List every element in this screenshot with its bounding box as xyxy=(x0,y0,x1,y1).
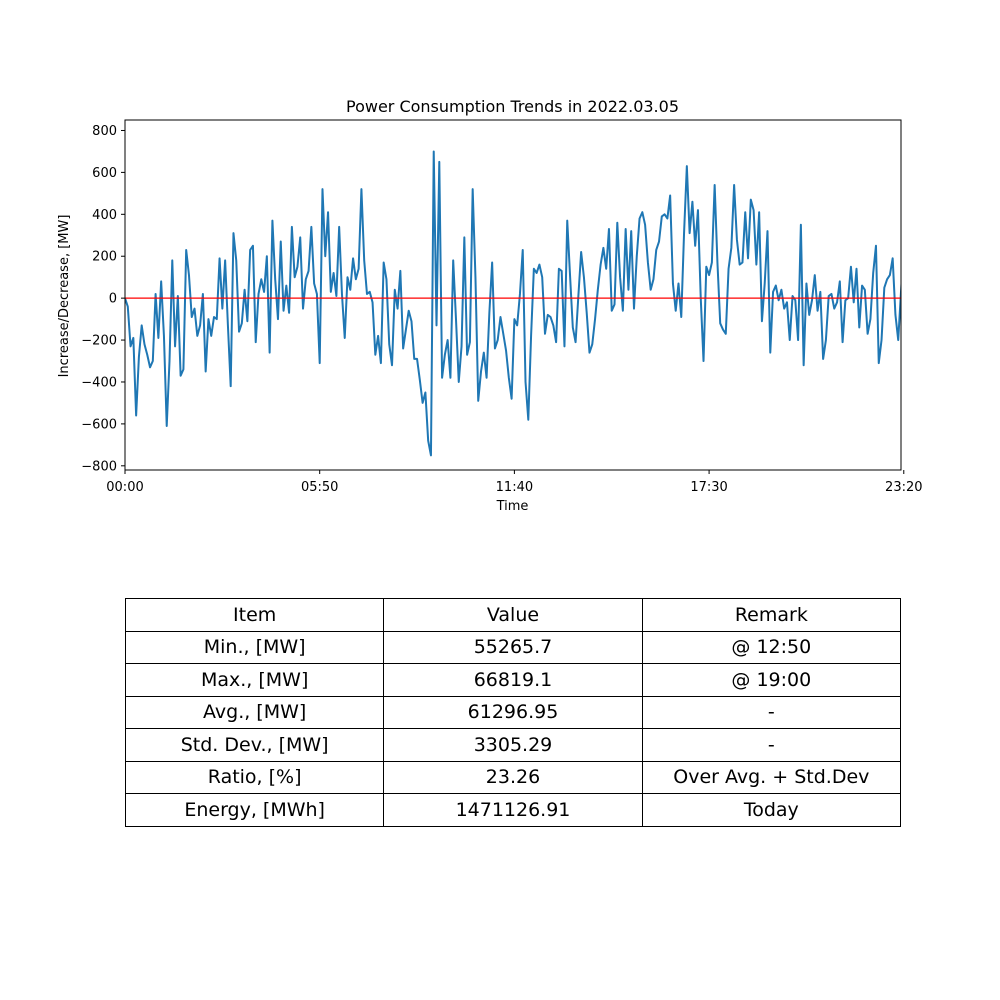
axis-layer: −800 −600 −400 −200 0 200 400 600 800 00:00 05:50 1… xyxy=(81,119,923,495)
x-axis-label: Time xyxy=(496,499,529,514)
cell-item: Std. Dev., [MW] xyxy=(124,728,385,762)
cell-item: Energy, [MWh] xyxy=(124,793,385,827)
cell-item: Ratio, [%] xyxy=(124,760,385,794)
header-remark: Remark xyxy=(641,598,902,632)
cell-value: 55265.7 xyxy=(383,630,643,664)
cell-remark: Today xyxy=(641,793,902,827)
y-axis-label: Increase/Decrease, [MW] xyxy=(57,215,72,378)
x-tick-label: 00:00 xyxy=(106,480,143,495)
chart-title: Power Consumption Trends in 2022.03.05 xyxy=(346,97,679,116)
y-tick-label: −400 xyxy=(81,375,117,390)
y-tick-label: 200 xyxy=(92,250,117,265)
cell-value: 61296.95 xyxy=(383,695,643,729)
cell-value: 3305.29 xyxy=(383,728,643,762)
cell-remark: Over Avg. + Std.Dev xyxy=(641,760,902,794)
header-value: Value xyxy=(383,598,643,632)
y-tick-label: 600 xyxy=(92,166,117,181)
cell-remark: @ 19:00 xyxy=(641,663,902,697)
y-tick-label: −800 xyxy=(81,459,117,474)
cell-item: Min., [MW] xyxy=(124,630,385,664)
table-header-row: Item Value Remark xyxy=(124,598,902,632)
y-tick-label: 400 xyxy=(92,208,117,223)
y-tick-label: 800 xyxy=(92,124,117,139)
table-row-ratio: Ratio, [%] 23.26 Over Avg. + Std.Dev xyxy=(124,760,902,794)
y-tick-label: −200 xyxy=(81,334,117,349)
header-item: Item xyxy=(124,598,385,632)
y-tick-label: 0 xyxy=(109,292,117,307)
cell-item: Max., [MW] xyxy=(124,663,385,697)
table-row-max: Max., [MW] 66819.1 @ 19:00 xyxy=(124,663,902,697)
x-tick-label: 17:30 xyxy=(690,480,727,495)
series-line xyxy=(125,150,901,457)
y-tick-label: −600 xyxy=(81,417,117,432)
cell-value: 66819.1 xyxy=(383,663,643,697)
power-consumption-chart: Power Consumption Trends in 2022.03.05 −… xyxy=(57,97,923,514)
table-row-min: Min., [MW] 55265.7 @ 12:50 xyxy=(124,630,902,664)
x-tick-label: 11:40 xyxy=(496,480,533,495)
table-row-avg: Avg., [MW] 61296.95 - xyxy=(124,695,902,729)
statistics-table: Item Value Remark Min., [MW] 55265.7 @ 1… xyxy=(124,598,902,827)
cell-remark: - xyxy=(641,695,902,729)
plot-layer xyxy=(125,150,901,457)
x-tick-label: 23:20 xyxy=(885,480,922,495)
x-tick-label: 05:50 xyxy=(301,480,338,495)
plot-frame xyxy=(124,119,902,471)
cell-value: 1471126.91 xyxy=(383,793,643,827)
table-row-std-dev: Std. Dev., [MW] 3305.29 - xyxy=(124,728,902,762)
cell-remark: - xyxy=(641,728,902,762)
cell-remark: @ 12:50 xyxy=(641,630,902,664)
cell-item: Avg., [MW] xyxy=(124,695,385,729)
cell-value: 23.26 xyxy=(383,760,643,794)
table-row-energy: Energy, [MWh] 1471126.91 Today xyxy=(124,793,902,827)
